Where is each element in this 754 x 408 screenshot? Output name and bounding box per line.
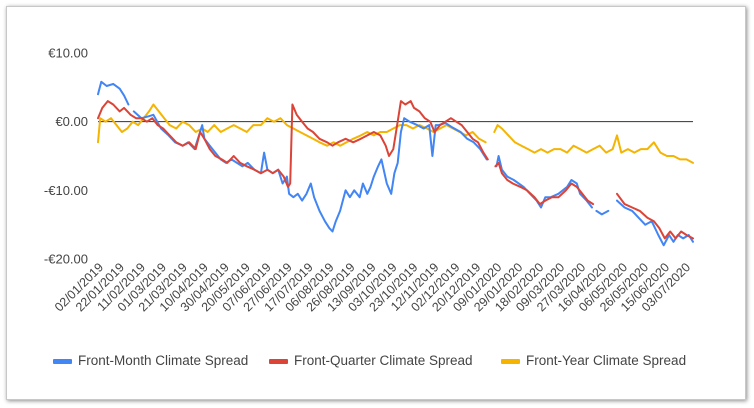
y-tick-label: -€10.00 (44, 183, 88, 198)
legend-label: Front-Month Climate Spread (78, 353, 248, 368)
legend-label: Front-Quarter Climate Spread (294, 353, 473, 368)
series-line-front-month-climate-spread (97, 80, 694, 247)
y-tick-label: -€20.00 (44, 252, 88, 267)
legend-swatch (269, 359, 288, 364)
x-axis: 02/01/201922/01/201911/02/201901/03/2019… (52, 260, 693, 314)
legend: Front-Month Climate Spread Front-Quarter … (53, 353, 686, 368)
y-tick-label: €10.00 (48, 46, 88, 61)
y-tick-label: €0.00 (55, 114, 88, 129)
series-lines (97, 80, 694, 247)
line-chart: €10.00 €0.00 -€10.00 -€20.00 02/01/201922/0… (44, 46, 694, 368)
legend-swatch (501, 359, 520, 364)
legend-label: Front-Year Climate Spread (526, 353, 686, 368)
legend-swatch (53, 359, 72, 364)
series-line-front-quarter-climate-spread (97, 100, 694, 240)
chart-card: €10.00 €0.00 -€10.00 -€20.00 02/01/2019 22/0… (6, 6, 746, 400)
y-axis: €10.00 €0.00 -€10.00 -€20.00 (44, 46, 88, 267)
